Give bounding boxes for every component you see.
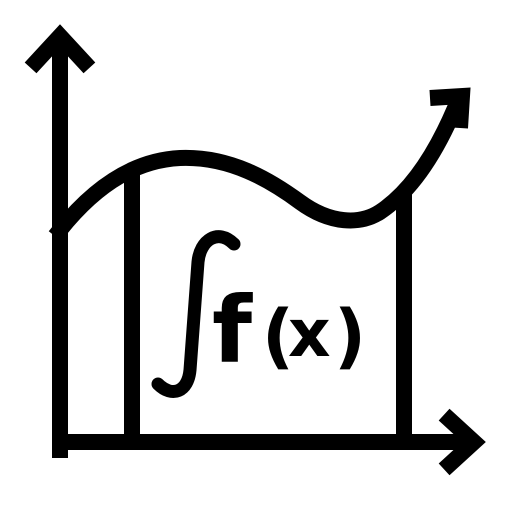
x-axis-arrowhead-icon: [438, 408, 486, 476]
integral-sign-icon: [151, 230, 241, 398]
formula-x: x: [288, 295, 331, 372]
formula-f: f: [212, 277, 253, 384]
formula-paren-open: (: [262, 295, 294, 377]
function-curve: [48, 97, 466, 242]
y-axis-arrowhead-icon: [24, 24, 96, 74]
formula-paren-close: ): [334, 295, 366, 377]
curve-arrowhead-icon: [429, 87, 471, 129]
